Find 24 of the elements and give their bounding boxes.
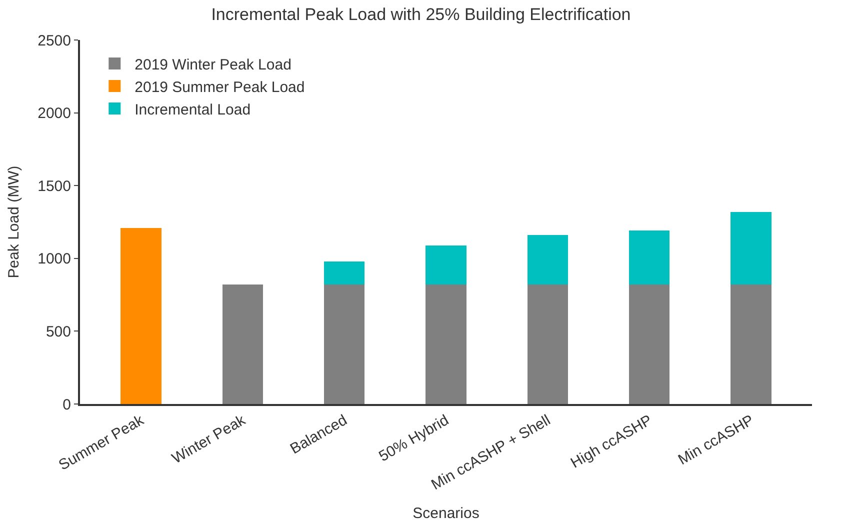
- bar: [527, 235, 568, 285]
- bar: [324, 261, 365, 285]
- y-tick-label: 2500: [38, 32, 71, 50]
- bar: [527, 284, 568, 404]
- chart-title: Incremental Peak Load with 25% Building Electrification: [211, 4, 631, 24]
- y-axis-title: Peak Load (MW): [5, 166, 22, 278]
- y-tick-label: 500: [46, 323, 71, 340]
- bar: [730, 212, 772, 285]
- legend-label: Incremental Load: [134, 101, 251, 118]
- x-axis-title: Scenarios: [412, 505, 480, 522]
- bar: [222, 284, 263, 404]
- y-tick-label: 0: [62, 396, 71, 414]
- y-tick-label: 1000: [38, 250, 71, 268]
- bar: [426, 284, 466, 404]
- bar: [629, 284, 670, 404]
- bar: [324, 284, 365, 404]
- bar: [426, 245, 466, 285]
- legend-label: 2019 Winter Peak Load: [134, 56, 292, 74]
- legend-label: 2019 Summer Peak Load: [134, 78, 305, 96]
- bar: [120, 228, 162, 404]
- y-tick-label: 2000: [38, 105, 71, 122]
- bar: [730, 284, 772, 404]
- bar: [629, 230, 670, 285]
- y-tick-label: 1500: [38, 178, 71, 195]
